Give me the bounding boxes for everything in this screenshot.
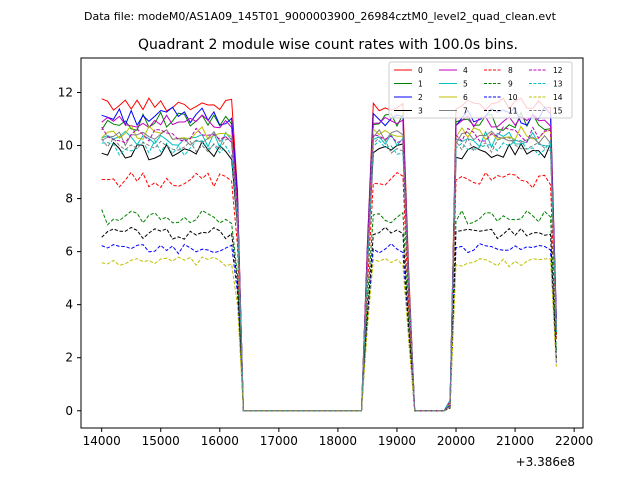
x-tick-label: 14000	[83, 434, 121, 448]
series-line-11	[101, 226, 557, 412]
legend-label: 4	[463, 66, 468, 75]
legend-label: 12	[553, 66, 563, 75]
x-axis: 14000 15000 16000 17000 18000 19000 20000 21000…	[83, 428, 593, 448]
legend-label: 1	[418, 80, 423, 89]
legend-label: 7	[463, 107, 468, 116]
series-line-10	[101, 243, 557, 412]
legend-label: 15	[553, 107, 563, 116]
plot-lines	[101, 97, 557, 412]
x-tick-label: 16000	[201, 434, 239, 448]
legend-label: 3	[418, 107, 423, 116]
axes-frame	[80, 57, 584, 429]
legend-label: 5	[463, 80, 468, 89]
y-tick-label: 10	[58, 139, 73, 153]
x-tick-label: 22000	[555, 434, 593, 448]
y-axis: 0 2 4 6 8 10 12	[58, 85, 81, 418]
legend-label: 0	[418, 66, 423, 75]
x-tick-label: 15000	[142, 434, 180, 448]
legend-label: 10	[508, 93, 518, 102]
x-tick-label: 17000	[260, 434, 298, 448]
y-tick-label: 8	[65, 192, 73, 206]
y-tick-label: 6	[65, 245, 73, 259]
legend-label: 9	[508, 80, 513, 89]
legend-label: 8	[508, 66, 513, 75]
legend-box	[388, 61, 573, 119]
x-tick-label: 21000	[496, 434, 534, 448]
x-tick-label: 20000	[437, 434, 475, 448]
series-line-15	[101, 137, 557, 412]
x-tick-label: 18000	[319, 434, 357, 448]
legend-label: 14	[553, 93, 563, 102]
series-line-13	[101, 139, 557, 412]
y-tick-label: 12	[58, 85, 73, 99]
legend-label: 6	[463, 93, 468, 102]
y-tick-label: 0	[65, 404, 73, 418]
x-tick-label: 19000	[378, 434, 416, 448]
y-tick-label: 4	[65, 298, 73, 312]
legend-label: 2	[418, 93, 423, 102]
chart-suptitle: Data file: modeM0/AS1A09_145T01_90000039…	[84, 10, 557, 23]
x-axis-offset-label: +3.386e8	[516, 455, 575, 469]
series-line-14	[101, 256, 557, 412]
legend-label: 11	[508, 107, 518, 116]
legend-label: 13	[553, 80, 563, 89]
y-tick-label: 2	[65, 351, 73, 365]
chart-title: Quadrant 2 module wise count rates with …	[138, 37, 518, 53]
